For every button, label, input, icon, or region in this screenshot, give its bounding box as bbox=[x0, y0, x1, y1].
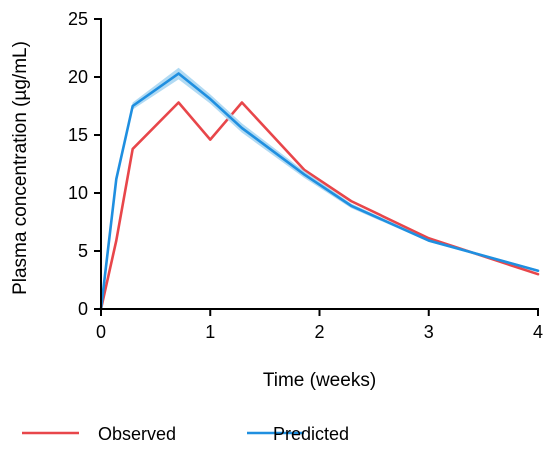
observed-legend-label: Observed bbox=[98, 424, 176, 444]
y-axis-title: Plasma concentration (µg/mL) bbox=[10, 41, 31, 295]
predicted-confidence-band bbox=[101, 67, 538, 309]
y-tick-label: 20 bbox=[68, 67, 88, 87]
predicted-series-line bbox=[99, 72, 540, 311]
x-tick-label: 3 bbox=[424, 322, 434, 342]
observed-series-line bbox=[99, 101, 540, 311]
predicted-legend-label: Predicted bbox=[273, 424, 349, 444]
ticks: 0 5 10 15 20 25 0 1 2 3 4 bbox=[68, 9, 543, 342]
plot-area bbox=[99, 67, 540, 311]
legend: Observed Predicted bbox=[22, 424, 349, 444]
y-tick-label: 15 bbox=[68, 125, 88, 145]
y-tick-label: 0 bbox=[78, 299, 88, 319]
y-tick-label: 25 bbox=[68, 9, 88, 29]
y-tick-label: 10 bbox=[68, 183, 88, 203]
x-axis-title: Time (weeks) bbox=[263, 370, 376, 391]
x-tick-label: 1 bbox=[205, 322, 215, 342]
y-tick-label: 5 bbox=[78, 241, 88, 261]
x-tick-label: 0 bbox=[96, 322, 106, 342]
x-tick-label: 4 bbox=[533, 322, 543, 342]
x-tick-label: 2 bbox=[314, 322, 324, 342]
